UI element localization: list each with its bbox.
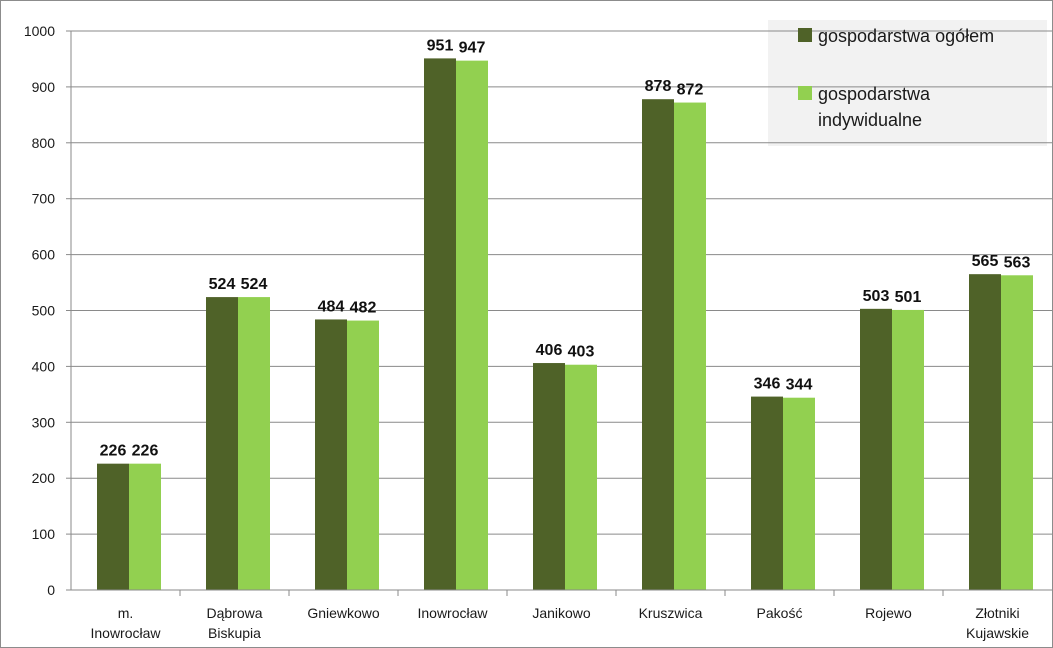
data-label: 346 (754, 376, 781, 393)
data-label: 406 (536, 342, 563, 359)
legend-swatch (798, 86, 812, 100)
bar-series-1 (751, 396, 783, 590)
data-labels: 226 226 524 524 484 482 951 947 406 403 878 872 346 3… (100, 37, 1031, 459)
x-tick-label: Janikowo (532, 605, 591, 621)
y-tick-label: 0 (47, 582, 55, 598)
bar-series-1 (424, 58, 456, 591)
bars (97, 58, 1033, 591)
y-tick-label: 800 (32, 135, 56, 151)
x-tick-label: Inowrocław (90, 625, 161, 641)
data-label: 226 (132, 443, 159, 460)
bar-series-1 (969, 274, 1001, 590)
legend-label: gospodarstwa ogółem (818, 26, 994, 46)
bar-series-2 (565, 364, 597, 590)
bar-series-1 (533, 363, 565, 590)
x-tick-label: Inowrocław (417, 605, 488, 621)
data-label: 524 (209, 276, 236, 293)
legend-label: gospodarstwa (818, 84, 931, 104)
x-tick-label: Kujawskie (966, 625, 1029, 641)
x-tick-label: Gniewkowo (307, 605, 380, 621)
y-tick-label: 1000 (24, 23, 55, 39)
data-label: 565 (972, 253, 999, 270)
data-label: 563 (1004, 254, 1031, 271)
y-tick-label: 600 (32, 247, 56, 263)
bar-series-2 (892, 309, 924, 590)
x-axis: m. Inowrocław Dąbrowa Biskupia Gniewkowo Inow… (71, 589, 1052, 641)
legend-label: indywidualne (818, 110, 922, 130)
bar-series-2 (347, 320, 379, 590)
x-tick-label: Złotniki (975, 605, 1019, 621)
data-label: 872 (677, 82, 704, 99)
bar-series-2 (783, 397, 815, 590)
bar-series-1 (642, 99, 674, 590)
bar-series-2 (129, 463, 161, 590)
data-label: 403 (568, 344, 595, 361)
legend-box (768, 20, 1047, 146)
data-label: 501 (895, 289, 922, 306)
y-tick-label: 900 (32, 79, 56, 95)
y-tick-label: 700 (32, 191, 56, 207)
bar-series-1 (860, 308, 892, 590)
x-tick-label: Pakość (757, 605, 803, 621)
x-tick-label: m. (118, 605, 134, 621)
bar-series-1 (315, 319, 347, 590)
bar-series-2 (456, 60, 488, 590)
y-tick-label: 500 (32, 303, 56, 319)
bar-series-2 (238, 297, 270, 590)
data-label: 484 (318, 298, 345, 315)
bar-series-1 (206, 297, 238, 590)
bar-series-1 (97, 463, 129, 590)
y-tick-label: 100 (32, 526, 56, 542)
data-label: 524 (241, 276, 268, 293)
legend: gospodarstwa ogółem gospodarstwa indywidua… (798, 26, 994, 130)
x-tick-label: Dąbrowa (206, 605, 262, 621)
y-tick-label: 300 (32, 414, 56, 430)
x-tick-label: Biskupia (208, 625, 261, 641)
y-tick-label: 200 (32, 470, 56, 486)
data-label: 482 (350, 300, 377, 317)
data-label: 947 (459, 40, 486, 57)
data-label: 503 (863, 288, 890, 305)
data-label: 951 (427, 37, 454, 54)
data-label: 226 (100, 443, 127, 460)
bar-series-2 (674, 102, 706, 590)
bar-series-2 (1001, 275, 1033, 590)
data-label: 344 (786, 377, 813, 394)
x-tick-label: Kruszwica (639, 605, 703, 621)
data-label: 878 (645, 78, 672, 95)
legend-swatch (798, 28, 812, 42)
x-tick-label: Rojewo (865, 605, 912, 621)
y-axis: 0 100 200 300 400 500 600 700 800 900 1000 (24, 23, 72, 598)
y-tick-label: 400 (32, 358, 56, 374)
